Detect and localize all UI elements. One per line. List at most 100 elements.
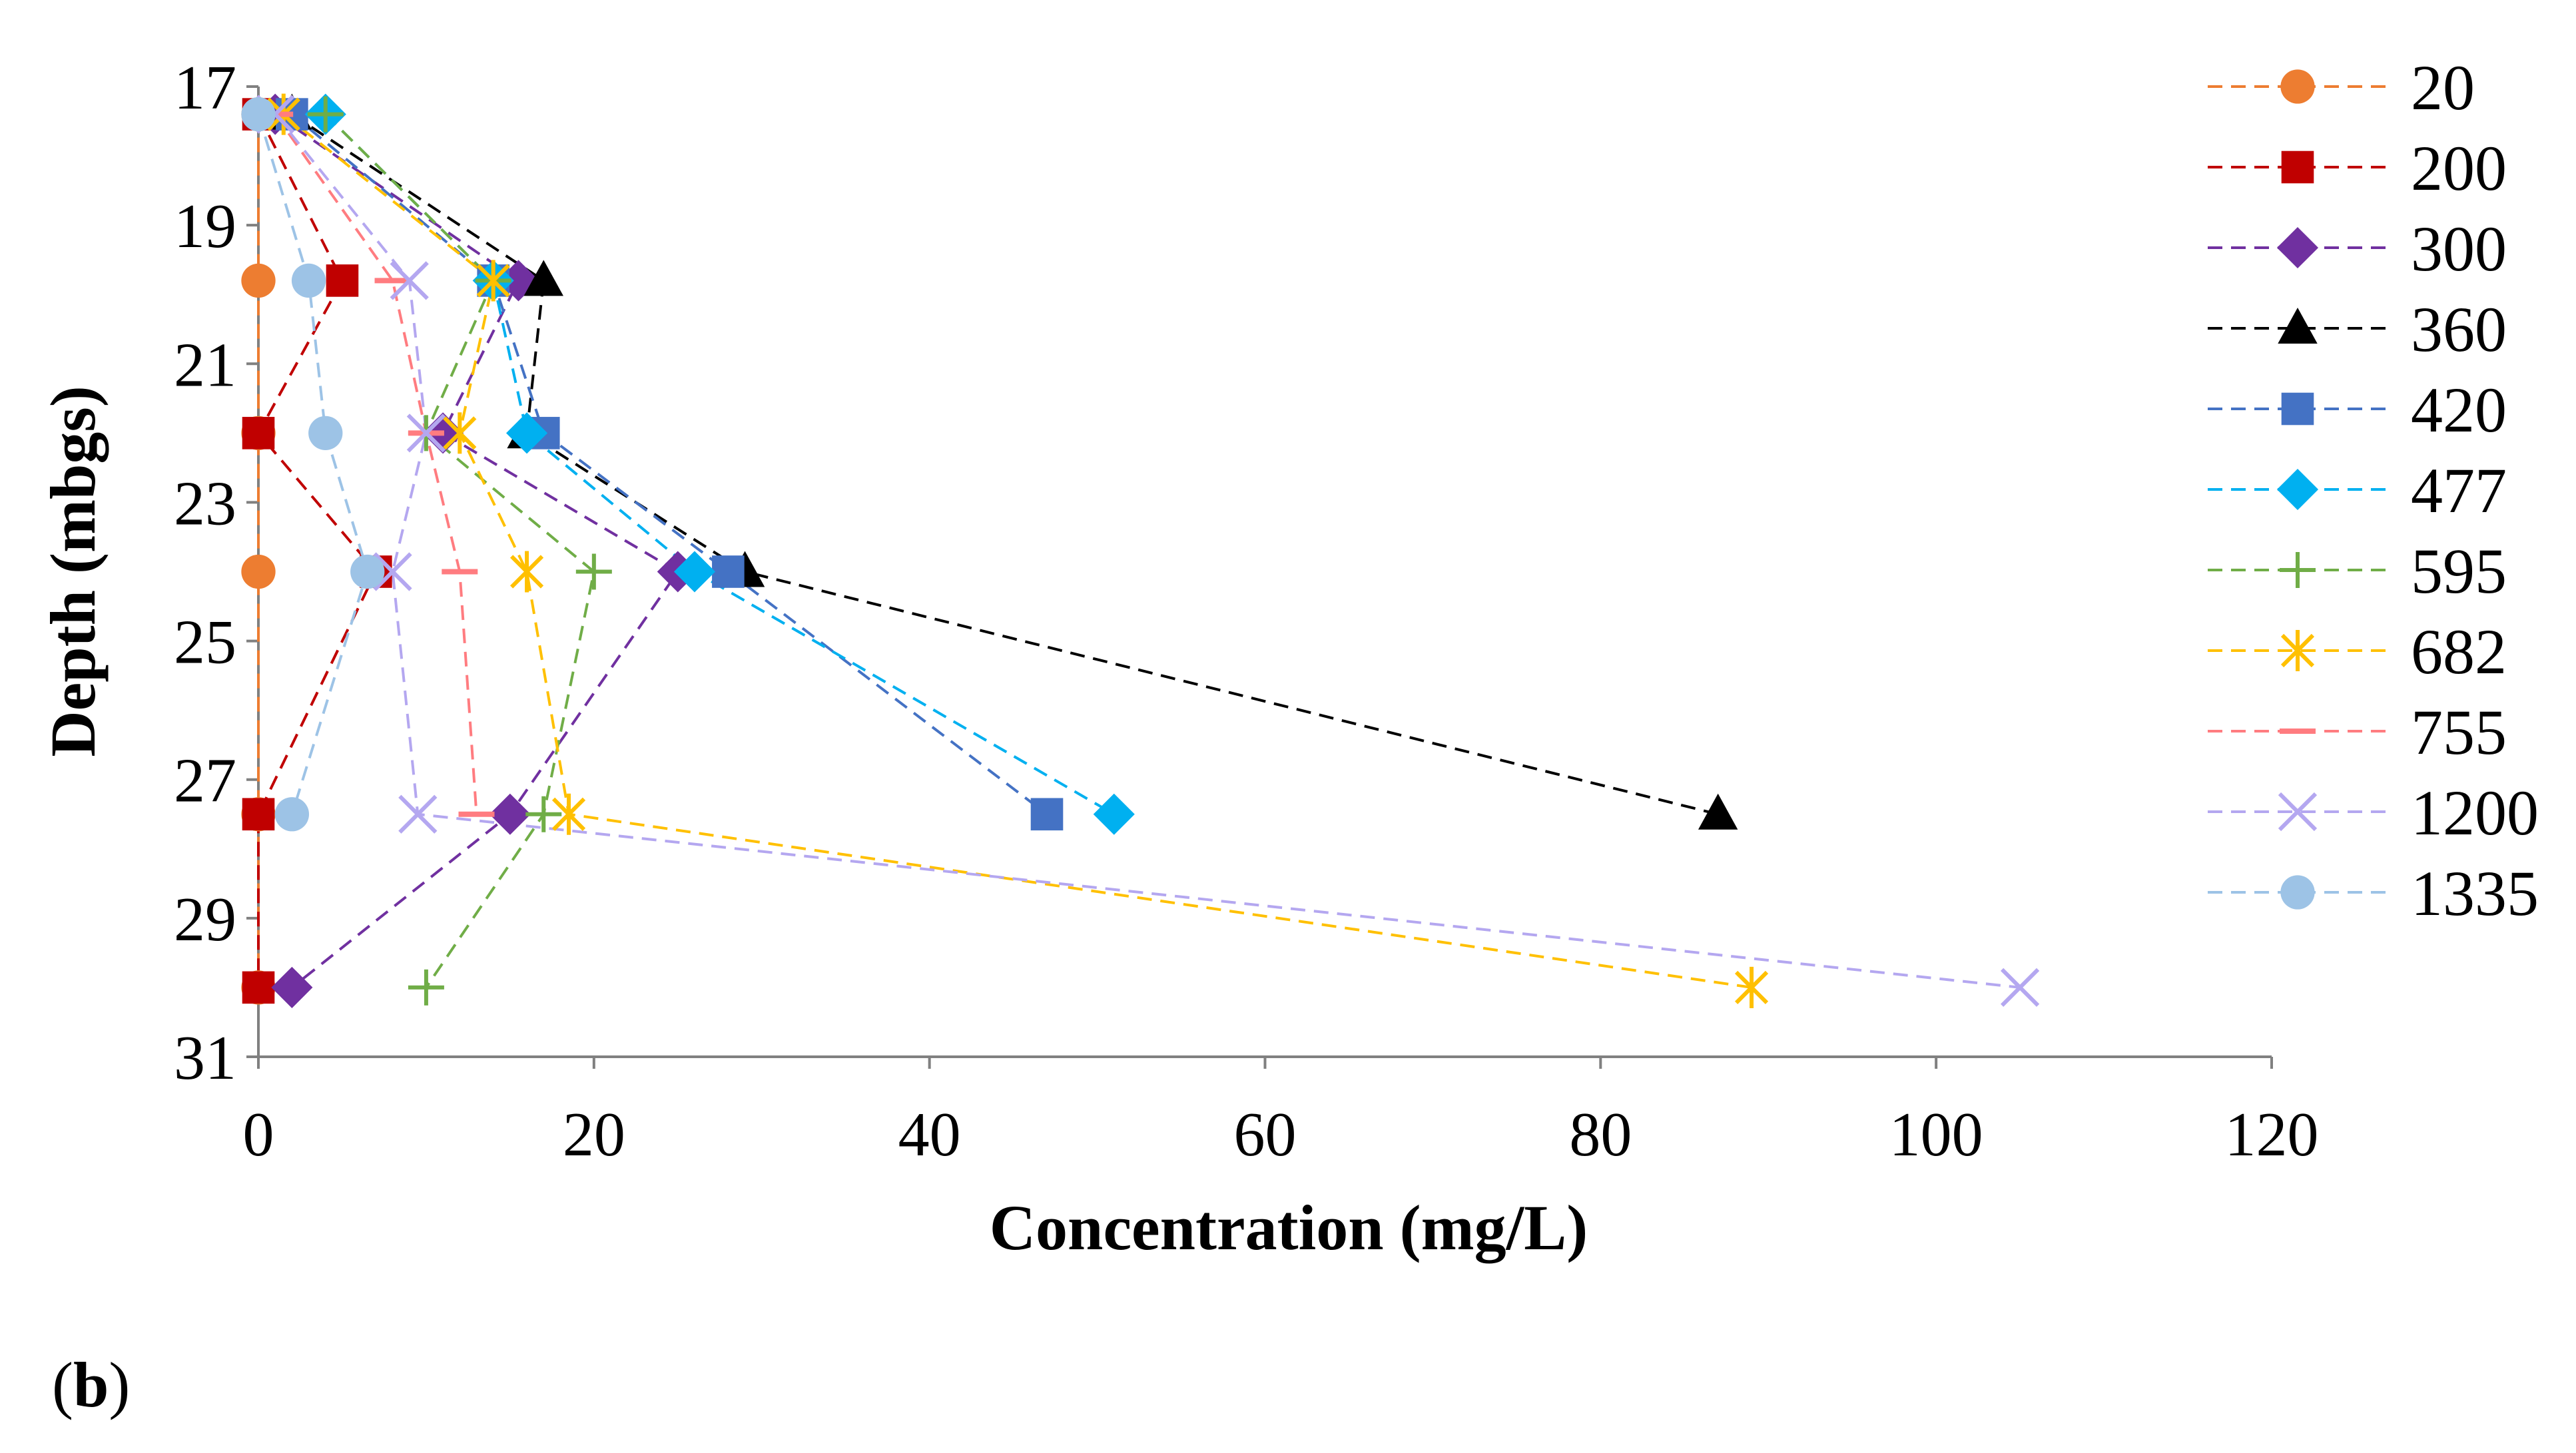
- data-point-300: [489, 793, 531, 835]
- data-point-300: [497, 260, 539, 302]
- series-line-477: [324, 113, 1115, 816]
- x-tick-label: 100: [1889, 1100, 1983, 1169]
- data-point-1335: [308, 416, 343, 451]
- legend-item-682: 682: [2208, 616, 2507, 687]
- data-point-300: [271, 966, 313, 1008]
- legend-label-755: 755: [2411, 697, 2507, 768]
- data-point-1200: [390, 261, 429, 300]
- x-tick-label: 60: [1234, 1100, 1297, 1169]
- legend-marker-420: [2281, 392, 2314, 426]
- series-line-300: [274, 113, 680, 989]
- data-point-682: [443, 412, 477, 454]
- legend-item-477: 477: [2208, 455, 2507, 526]
- legend-marker-1335: [2280, 875, 2315, 910]
- x-tick-label: 0: [243, 1100, 274, 1169]
- series-line-1200: [274, 113, 2021, 989]
- legend-item-20: 20: [2208, 52, 2475, 123]
- series-line-755: [274, 113, 478, 814]
- legend-label-360: 360: [2411, 294, 2507, 365]
- legend-marker-20: [2280, 69, 2315, 104]
- legend-label-200: 200: [2411, 133, 2507, 204]
- series-markers: [241, 93, 2040, 1008]
- chart-axes: [257, 87, 2272, 1058]
- data-point-420: [712, 555, 745, 588]
- y-tick-label: 25: [174, 608, 236, 677]
- y-axis-title: Depth (mbgs): [37, 386, 109, 756]
- data-point-595: [307, 96, 344, 133]
- y-tick-label: 21: [174, 330, 236, 400]
- data-point-477: [1093, 793, 1135, 835]
- legend-label-1200: 1200: [2411, 777, 2539, 848]
- legend-marker-200: [2281, 150, 2314, 184]
- series-line-1335: [257, 114, 369, 815]
- data-point-1200: [373, 552, 412, 591]
- x-tick-label: 80: [1569, 1100, 1632, 1169]
- data-point-595: [525, 796, 562, 832]
- series-line-595: [324, 113, 596, 989]
- data-point-200: [326, 264, 359, 297]
- legend-item-755: 755: [2208, 697, 2507, 768]
- series-lines: [256, 113, 2021, 989]
- data-point-360: [1698, 793, 1738, 830]
- axis-ticks: 0 20 40 60 80 100 120 17 19 21 23 25 27 29 31: [174, 53, 2319, 1169]
- data-point-420: [1030, 798, 1064, 831]
- data-point-682: [509, 551, 544, 593]
- legend-item-1200: 1200: [2208, 777, 2539, 848]
- data-point-20: [241, 554, 276, 589]
- data-point-477: [673, 551, 716, 593]
- data-point-360: [523, 260, 563, 296]
- data-point-1335: [350, 554, 385, 589]
- legend: 20 200 300 360 420 477 595 682 755 1200 1335: [2208, 52, 2539, 929]
- legend-item-200: 200: [2208, 133, 2507, 204]
- legend-label-1335: 1335: [2411, 858, 2539, 929]
- legend-label-20: 20: [2411, 52, 2475, 123]
- legend-marker-595: [2280, 552, 2316, 588]
- series-line-682: [282, 113, 1752, 989]
- series-line-200: [256, 113, 378, 988]
- panel-label: (b): [52, 1349, 130, 1420]
- data-point-477: [506, 412, 548, 454]
- data-point-1200: [2001, 968, 2040, 1008]
- legend-item-420: 420: [2208, 374, 2507, 445]
- legend-item-1335: 1335: [2208, 858, 2539, 929]
- data-point-20: [241, 263, 276, 298]
- y-tick-label: 29: [174, 885, 236, 954]
- legend-marker-1200: [2278, 792, 2318, 832]
- data-point-682: [551, 793, 586, 835]
- series-line-360: [291, 113, 1719, 816]
- data-point-200: [242, 417, 275, 449]
- legend-item-360: 360: [2208, 294, 2507, 365]
- legend-label-300: 300: [2411, 213, 2507, 284]
- x-tick-label: 120: [2225, 1100, 2319, 1169]
- legend-marker-300: [2276, 226, 2319, 269]
- data-point-1200: [406, 414, 446, 453]
- y-tick-label: 23: [174, 469, 236, 538]
- legend-label-477: 477: [2411, 455, 2507, 526]
- data-point-1335: [241, 97, 276, 132]
- legend-marker-477: [2276, 468, 2319, 511]
- x-axis-title: Concentration (mg/L): [990, 1192, 1588, 1263]
- y-tick-label: 17: [174, 53, 236, 123]
- data-point-682: [1734, 966, 1769, 1008]
- data-point-200: [242, 798, 275, 831]
- legend-label-682: 682: [2411, 616, 2507, 687]
- legend-label-420: 420: [2411, 374, 2507, 445]
- legend-marker-360: [2278, 307, 2318, 344]
- data-point-595: [408, 969, 444, 1006]
- x-tick-label: 40: [898, 1100, 961, 1169]
- y-tick-label: 27: [174, 746, 236, 816]
- data-point-200: [242, 971, 275, 1004]
- y-tick-label: 31: [174, 1023, 236, 1093]
- data-point-1335: [274, 797, 310, 832]
- data-point-595: [575, 553, 612, 590]
- legend-marker-682: [2280, 629, 2315, 672]
- x-tick-label: 20: [563, 1100, 625, 1169]
- legend-item-300: 300: [2208, 213, 2507, 284]
- legend-item-595: 595: [2208, 535, 2507, 607]
- y-tick-label: 19: [174, 192, 236, 261]
- data-point-1200: [398, 794, 438, 834]
- legend-label-595: 595: [2411, 535, 2507, 607]
- data-point-1335: [291, 263, 326, 298]
- data-point-682: [476, 260, 510, 302]
